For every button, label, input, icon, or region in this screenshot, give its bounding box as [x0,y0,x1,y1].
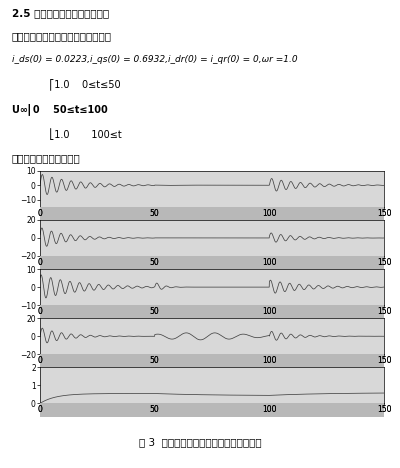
Text: 0: 0 [38,209,42,218]
Text: ⎣1.0       100≤t: ⎣1.0 100≤t [40,128,122,140]
Text: 150: 150 [377,258,391,267]
Text: 50: 50 [150,405,160,415]
Text: 50: 50 [150,356,160,366]
Text: 图 3  端部三相突然短路过程中的变量波形: 图 3 端部三相突然短路过程中的变量波形 [139,437,261,447]
Text: 100: 100 [262,356,276,366]
Text: 150: 150 [377,258,391,267]
Text: 100: 100 [262,356,276,366]
Text: U∞⎢0    50≤t≤100: U∞⎢0 50≤t≤100 [12,103,108,115]
Text: 100: 100 [262,209,276,218]
Text: 100: 100 [262,405,276,415]
Text: 仿真过程同理想空载启动: 仿真过程同理想空载启动 [12,153,81,163]
Text: 150: 150 [377,307,391,316]
Text: 0: 0 [38,356,42,366]
Text: 150: 150 [377,405,391,415]
Text: 0: 0 [38,307,42,316]
Text: 50: 50 [150,307,160,316]
Text: 100: 100 [262,307,276,316]
Text: 100: 100 [262,258,276,267]
Text: 150: 150 [377,356,391,366]
Text: 50: 50 [150,258,160,267]
Text: 0: 0 [38,356,42,366]
Text: 50: 50 [150,405,160,415]
Text: 100: 100 [262,405,276,415]
Text: 端部三相突然短路的已知条件如下：: 端部三相突然短路的已知条件如下： [12,31,112,42]
Text: 150: 150 [377,209,391,218]
Text: 0: 0 [38,258,42,267]
Text: 150: 150 [377,405,391,415]
Text: 0: 0 [38,307,42,316]
Text: 100: 100 [262,258,276,267]
Text: 150: 150 [377,307,391,316]
Text: 50: 50 [150,209,160,218]
Text: ⎡1.0    0≤t≤50: ⎡1.0 0≤t≤50 [40,78,121,90]
Text: 0: 0 [38,405,42,415]
Text: 150: 150 [377,209,391,218]
Text: 50: 50 [150,356,160,366]
Text: 50: 50 [150,209,160,218]
Text: 2.5 端部三相突然短路过程仿真: 2.5 端部三相突然短路过程仿真 [12,8,109,18]
Text: 0: 0 [38,209,42,218]
Text: 50: 50 [150,307,160,316]
Text: 150: 150 [377,356,391,366]
Text: 50: 50 [150,258,160,267]
Text: i_ds(0) = 0.0223,i_qs(0) = 0.6932,i_dr(0) = i_qr(0) = 0,ωr =1.0: i_ds(0) = 0.0223,i_qs(0) = 0.6932,i_dr(0… [12,55,298,64]
Text: 0: 0 [38,405,42,415]
Text: 100: 100 [262,209,276,218]
Text: 0: 0 [38,258,42,267]
Text: 100: 100 [262,307,276,316]
